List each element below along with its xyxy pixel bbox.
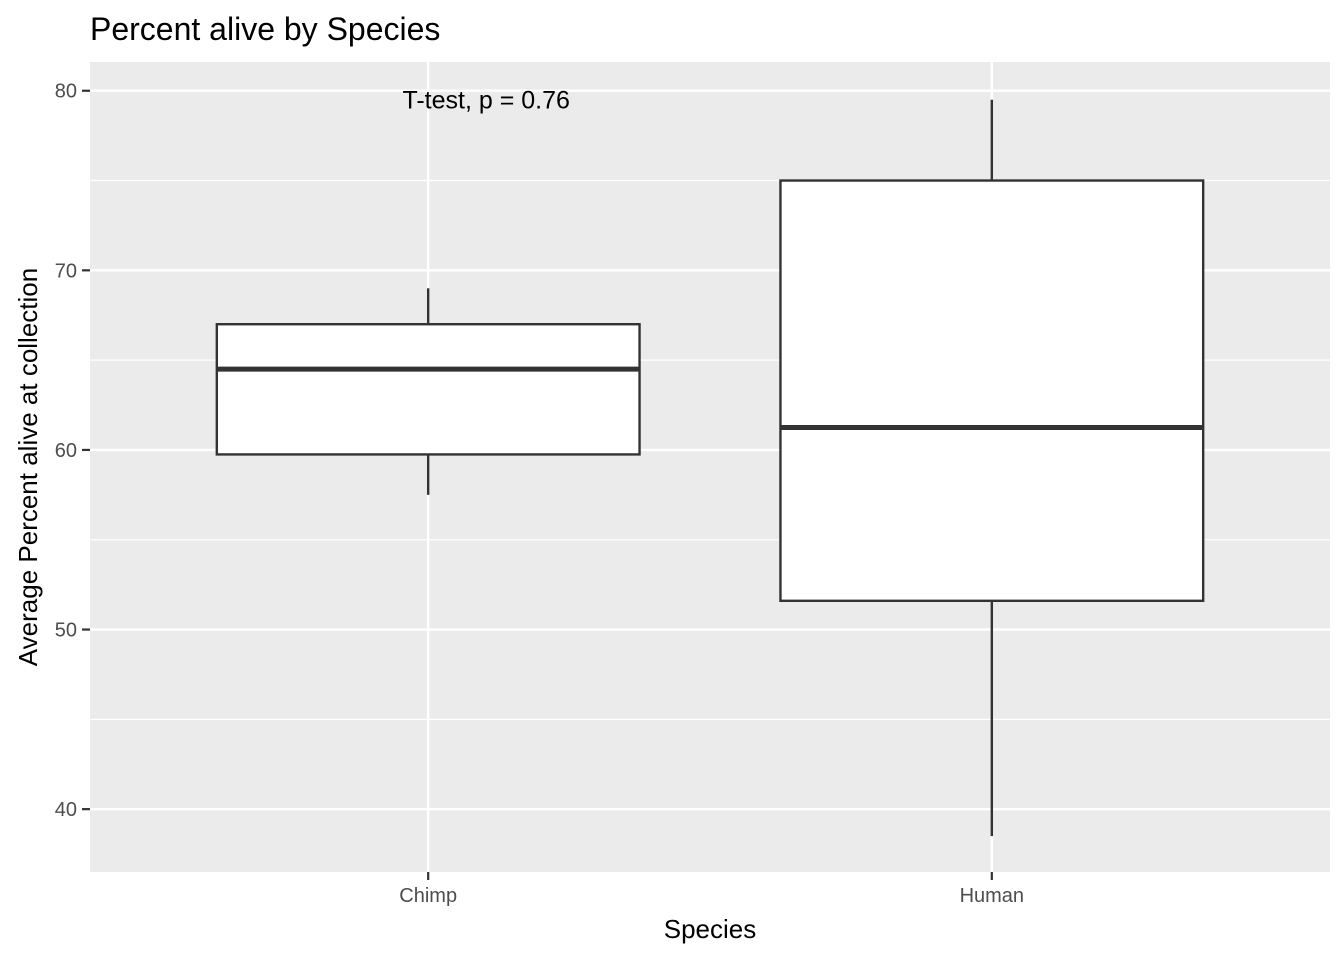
y-tick-label: 60	[55, 440, 77, 462]
boxplot-chimp	[215, 288, 641, 495]
y-tick-label: 80	[55, 81, 77, 103]
x-axis-ticks: Chimp Human	[399, 872, 1024, 907]
boxplots	[215, 99, 1205, 837]
y-tick-label: 40	[55, 799, 77, 821]
chart-title: Percent alive by Species	[90, 11, 440, 47]
y-axis-ticks: 40 50 60 70 80	[55, 81, 90, 821]
y-axis-title: Average Percent alive at collection	[13, 268, 43, 666]
ttest-annotation: T-test, p = 0.76	[402, 87, 569, 115]
boxplot-human	[779, 99, 1205, 837]
box-iqr	[215, 323, 641, 456]
x-axis-title: Species	[664, 914, 757, 944]
y-tick-label: 70	[55, 260, 77, 282]
x-tick-label: Chimp	[399, 885, 457, 907]
y-tick-label: 50	[55, 620, 77, 642]
x-tick-label: Human	[960, 885, 1024, 907]
box-iqr	[779, 179, 1205, 603]
